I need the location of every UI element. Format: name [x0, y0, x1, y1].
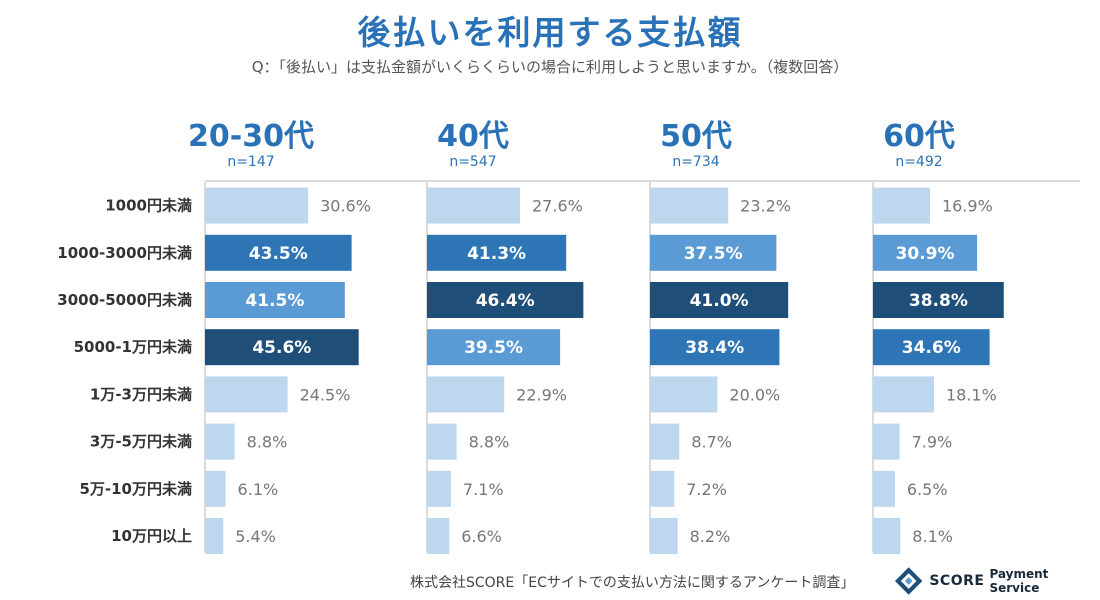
score-logo-icon	[894, 567, 923, 595]
data-label: 6.5%	[907, 480, 948, 499]
group-sample-size: n=734	[672, 154, 719, 170]
data-label: 41.0%	[690, 291, 749, 311]
group-title: 40代	[437, 119, 509, 154]
source-note: 株式会社SCORE「ECサイトでの支払い方法に関するアンケート調査」	[410, 575, 855, 591]
data-label: 22.9%	[516, 385, 567, 404]
bar	[873, 470, 895, 507]
bar	[650, 518, 678, 554]
bar	[427, 234, 567, 271]
bar	[873, 329, 990, 366]
bar	[205, 329, 359, 366]
bar	[873, 518, 901, 554]
data-label: 30.6%	[320, 197, 371, 216]
bar	[873, 234, 978, 271]
bar	[427, 518, 450, 554]
bar	[650, 234, 777, 271]
data-label: 38.8%	[909, 291, 968, 311]
data-label: 23.2%	[740, 197, 791, 216]
data-label: 45.6%	[252, 338, 311, 358]
bar	[427, 470, 451, 507]
brand-name: SCORE	[929, 573, 985, 589]
data-label: 8.2%	[690, 527, 731, 546]
bar	[427, 376, 505, 413]
data-label: 6.6%	[461, 527, 502, 546]
bar	[427, 187, 521, 224]
group-title: 50代	[660, 119, 732, 154]
data-label: 8.8%	[469, 433, 510, 452]
chart-subtitle: Q：「後払い」は支払金額がいくらくらいの場合に利用しようと思いますか。（複数回答…	[251, 58, 849, 76]
brand-sub: Payment Service	[989, 567, 1049, 595]
category-label: 5万-10万円未満	[79, 480, 192, 498]
data-label: 7.1%	[463, 480, 504, 499]
data-label: 27.6%	[532, 197, 583, 216]
data-label: 41.3%	[467, 244, 526, 264]
group-title: 60代	[883, 119, 955, 154]
data-label: 6.1%	[238, 480, 279, 499]
group-title: 20-30代	[188, 119, 314, 154]
category-label: 1万-3万円未満	[90, 385, 192, 403]
category-label: 10万円以上	[111, 527, 192, 545]
group-sample-size: n=547	[449, 154, 496, 170]
group-sample-size: n=492	[895, 154, 942, 170]
data-label: 37.5%	[684, 244, 743, 264]
bar	[205, 518, 224, 554]
category-label: 3万-5万円未満	[90, 433, 192, 451]
bar	[650, 376, 718, 413]
data-label: 38.4%	[685, 338, 744, 358]
bar	[873, 282, 1004, 318]
data-label: 20.0%	[729, 385, 780, 404]
bar	[873, 423, 900, 460]
bar	[873, 187, 930, 224]
data-label: 46.4%	[476, 291, 535, 311]
data-label: 7.9%	[912, 433, 953, 452]
category-label: 3000-5000円未満	[57, 291, 192, 309]
brand-logo: SCORE Payment Service	[894, 566, 1100, 596]
bar	[650, 423, 680, 460]
bar	[650, 282, 789, 318]
category-label: 5000-1万円未満	[74, 338, 192, 356]
bar	[205, 376, 288, 413]
bar	[205, 470, 226, 507]
bar	[427, 423, 457, 460]
category-label: 1000円未満	[105, 197, 192, 215]
bar	[427, 329, 561, 366]
bar	[650, 329, 780, 366]
data-label: 34.6%	[902, 338, 961, 358]
data-label: 43.5%	[249, 244, 308, 264]
bar	[205, 282, 345, 318]
data-label: 8.1%	[912, 527, 953, 546]
data-label: 8.8%	[247, 433, 288, 452]
data-label: 24.5%	[300, 385, 351, 404]
data-label: 30.9%	[896, 244, 955, 264]
data-label: 7.2%	[686, 480, 727, 499]
bar	[873, 376, 934, 413]
data-label: 5.4%	[235, 527, 276, 546]
bar	[427, 282, 584, 318]
data-label: 41.5%	[245, 291, 304, 311]
chart-title: 後払いを利用する支払額	[357, 13, 743, 52]
bar	[205, 423, 235, 460]
bar	[650, 470, 675, 507]
bar	[650, 187, 729, 224]
bar	[205, 187, 309, 224]
group-sample-size: n=147	[227, 154, 274, 170]
data-label: 18.1%	[946, 385, 997, 404]
bar	[205, 234, 352, 271]
data-label: 8.7%	[691, 433, 732, 452]
category-label: 1000-3000円未満	[57, 244, 192, 262]
data-label: 39.5%	[464, 338, 523, 358]
data-label: 16.9%	[942, 197, 993, 216]
